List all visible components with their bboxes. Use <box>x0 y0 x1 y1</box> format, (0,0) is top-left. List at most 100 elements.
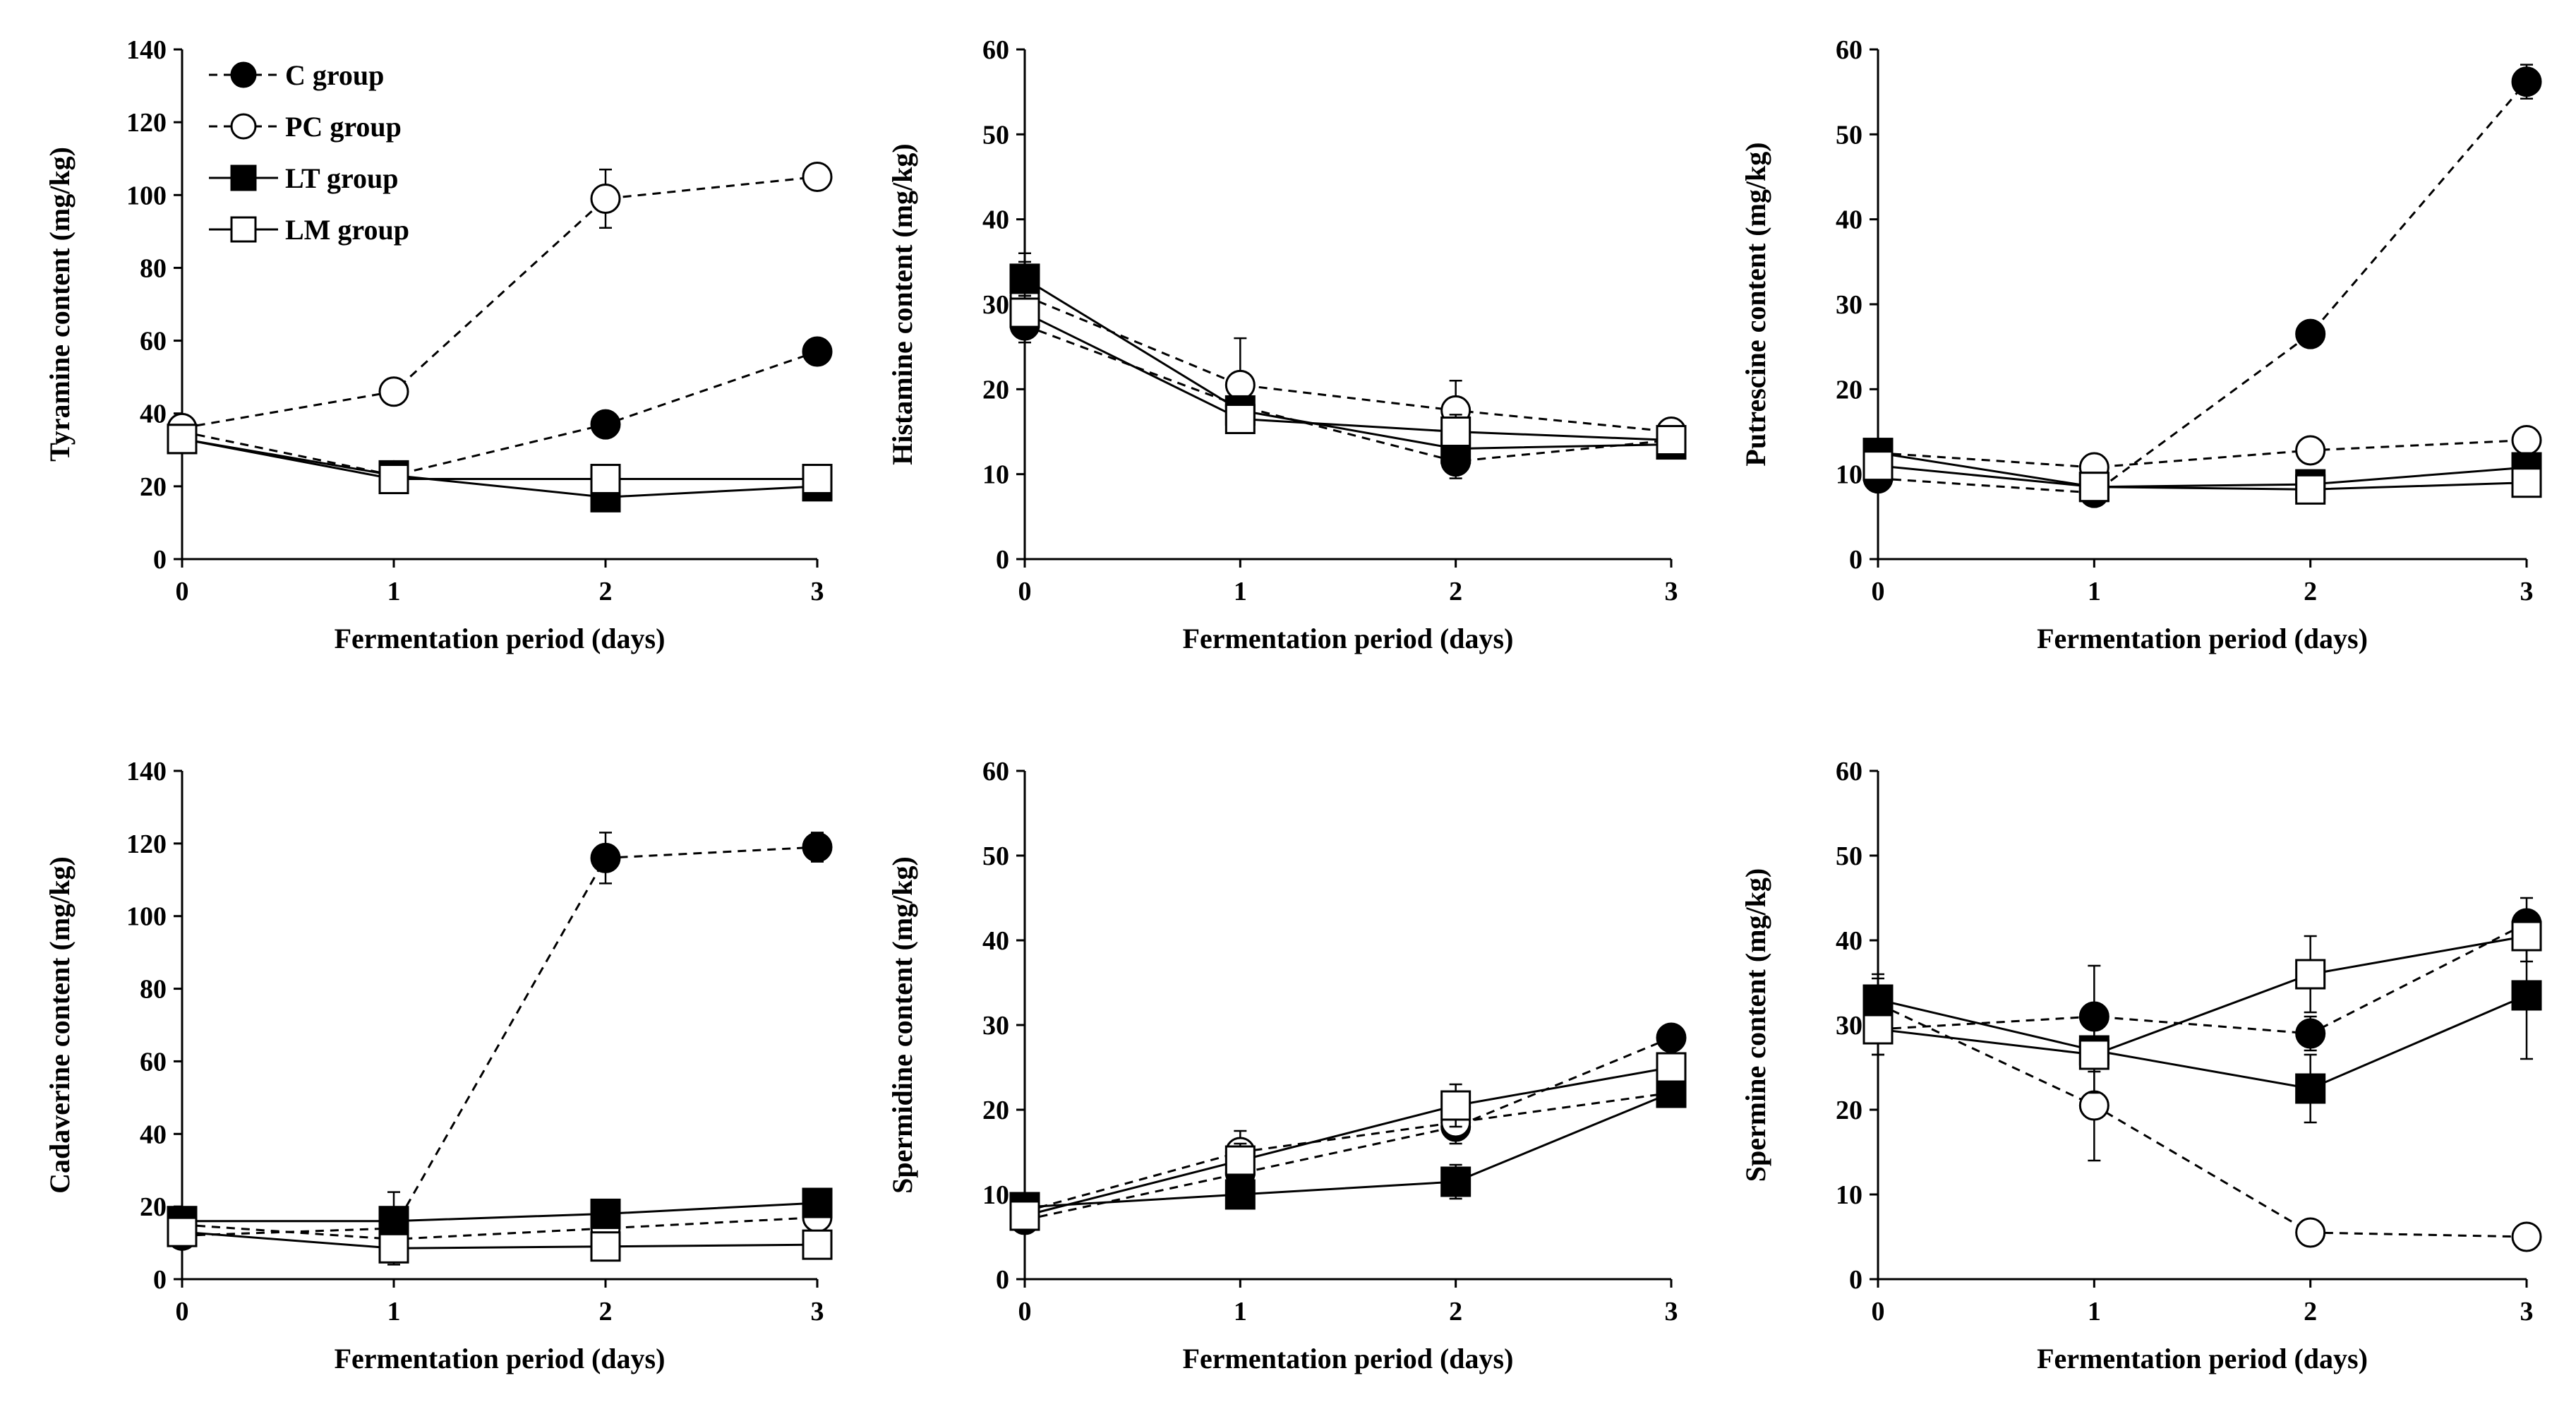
data-point-lt <box>590 1198 621 1229</box>
x-tick-label: 1 <box>1234 1297 1247 1326</box>
y-tick-label: 0 <box>996 1265 1009 1295</box>
x-tick-label: 0 <box>176 1297 189 1326</box>
x-tick-label: 0 <box>1018 1297 1032 1326</box>
y-axis-title: Spermine content (mg/kg) <box>1740 868 1771 1182</box>
series-line-c <box>181 846 818 1237</box>
x-tick-label: 3 <box>1665 577 1678 606</box>
y-tick-label: 0 <box>1849 1265 1862 1295</box>
data-point-lm <box>2078 1039 2109 1070</box>
data-point-lm <box>2511 921 2542 952</box>
x-axis-title: Fermentation period (days) <box>2037 1343 2368 1374</box>
x-tick-label: 2 <box>1449 1297 1462 1326</box>
y-axis-title: Cadaverine content (mg/kg) <box>44 856 76 1194</box>
y-tick-label: 0 <box>1849 545 1862 575</box>
y-tick-label: 60 <box>1836 757 1862 786</box>
y-tick-label: 60 <box>982 35 1009 65</box>
y-tick-label: 20 <box>140 1192 167 1222</box>
series-line-pc <box>181 176 818 429</box>
data-point-lt <box>1009 263 1040 294</box>
y-tick-label: 10 <box>1836 460 1862 490</box>
data-point-lm <box>2295 959 2326 990</box>
data-point-c <box>802 832 833 863</box>
data-point-lt <box>802 1187 833 1218</box>
series-line-lm <box>1024 311 1672 442</box>
data-point-lm <box>1440 1090 1471 1121</box>
y-tick-label: 10 <box>982 1180 1009 1210</box>
data-point-c <box>2295 1018 2326 1049</box>
x-tick-label: 1 <box>387 1297 401 1326</box>
y-tick-label: 40 <box>982 205 1009 235</box>
y-tick-label: 20 <box>1836 1096 1862 1125</box>
spermidine-chart: 0 10 20 30 40 50 60 0 1 2 3 Fermentation period (da… <box>886 757 1687 1374</box>
data-point-lm <box>1656 425 1687 456</box>
data-point-c <box>2511 66 2542 97</box>
y-tick-label: 100 <box>126 181 167 210</box>
x-tick-label: 3 <box>2520 577 2534 606</box>
data-point-lm <box>802 464 833 495</box>
data-point-c <box>590 409 621 440</box>
data-point-lm <box>2295 474 2326 505</box>
x-tick-label: 3 <box>2520 1297 2534 1326</box>
y-tick-label: 20 <box>982 375 1009 405</box>
data-point-lt <box>378 1206 409 1237</box>
series-line-lt <box>182 1202 818 1223</box>
y-tick-label: 0 <box>153 1265 167 1295</box>
data-point-lm <box>1440 417 1471 447</box>
y-tick-label: 40 <box>1836 926 1862 956</box>
y-axis-title: Histamine content (mg/kg) <box>886 143 918 465</box>
data-point-pc <box>2078 1090 2109 1121</box>
legend-label-lt: LT group <box>285 162 399 194</box>
y-axis-title: Putrescine content (mg/kg) <box>1740 142 1771 466</box>
x-axis-title: Fermentation period (days) <box>335 623 666 654</box>
series-line-pc <box>1024 294 1672 433</box>
data-point-lm <box>2511 467 2542 498</box>
x-axis-title: Fermentation period (days) <box>1183 623 1514 654</box>
series-line-c <box>1024 1036 1672 1221</box>
series-line-pc <box>1024 1091 1672 1213</box>
data-point-pc <box>378 376 409 407</box>
y-tick-label: 20 <box>1836 375 1862 405</box>
y-tick-label: 60 <box>140 1047 167 1077</box>
data-point-c <box>802 336 833 367</box>
data-point-lm <box>590 464 621 495</box>
x-tick-label: 0 <box>176 577 189 606</box>
series-line-lt <box>1877 994 2527 1090</box>
data-point-lm <box>167 424 198 455</box>
y-tick-label: 100 <box>126 902 167 932</box>
legend-marker-c <box>230 61 257 88</box>
data-point-lt <box>1224 1179 1256 1210</box>
legend-marker-lt <box>230 164 257 191</box>
y-tick-label: 80 <box>140 975 167 1005</box>
series-line-lt <box>1877 452 2527 489</box>
y-tick-label: 30 <box>982 1011 1009 1041</box>
y-tick-label: 10 <box>982 460 1009 490</box>
y-tick-label: 40 <box>140 1120 167 1149</box>
data-point-pc <box>2511 425 2542 456</box>
y-tick-label: 40 <box>1836 205 1862 235</box>
series-line-pc <box>1877 1002 2527 1238</box>
y-tick-label: 10 <box>1836 1180 1862 1210</box>
y-tick-label: 60 <box>982 757 1009 786</box>
legend-label-pc: PC group <box>285 111 402 143</box>
data-point-lm <box>1862 1014 1894 1045</box>
x-axis-title: Fermentation period (days) <box>1183 1343 1514 1374</box>
data-point-lm <box>590 1231 621 1262</box>
data-point-lm <box>378 1233 409 1264</box>
data-point-lm <box>1224 403 1256 434</box>
y-tick-label: 40 <box>140 400 167 429</box>
x-tick-label: 2 <box>599 1297 613 1326</box>
data-point-lm <box>1009 1200 1040 1231</box>
x-tick-label: 1 <box>1234 577 1247 606</box>
putrescine-chart: 0 10 20 30 40 50 60 0 1 2 3 Fermentation period (da… <box>1740 35 2542 654</box>
cadaverine-chart: 0 20 40 60 80 100 120 140 0 1 2 3 Fermentation perio… <box>44 757 833 1374</box>
data-point-pc <box>2295 435 2326 466</box>
y-axis-title: Tyramine content (mg/kg) <box>44 147 76 462</box>
x-tick-label: 3 <box>811 577 824 606</box>
y-tick-label: 60 <box>140 327 167 357</box>
y-axis-title: Spermidine content (mg/kg) <box>886 856 918 1194</box>
data-point-c <box>1656 1022 1687 1053</box>
y-tick-label: 20 <box>982 1096 1009 1125</box>
x-tick-label: 2 <box>599 577 613 606</box>
y-tick-label: 30 <box>1836 290 1862 320</box>
